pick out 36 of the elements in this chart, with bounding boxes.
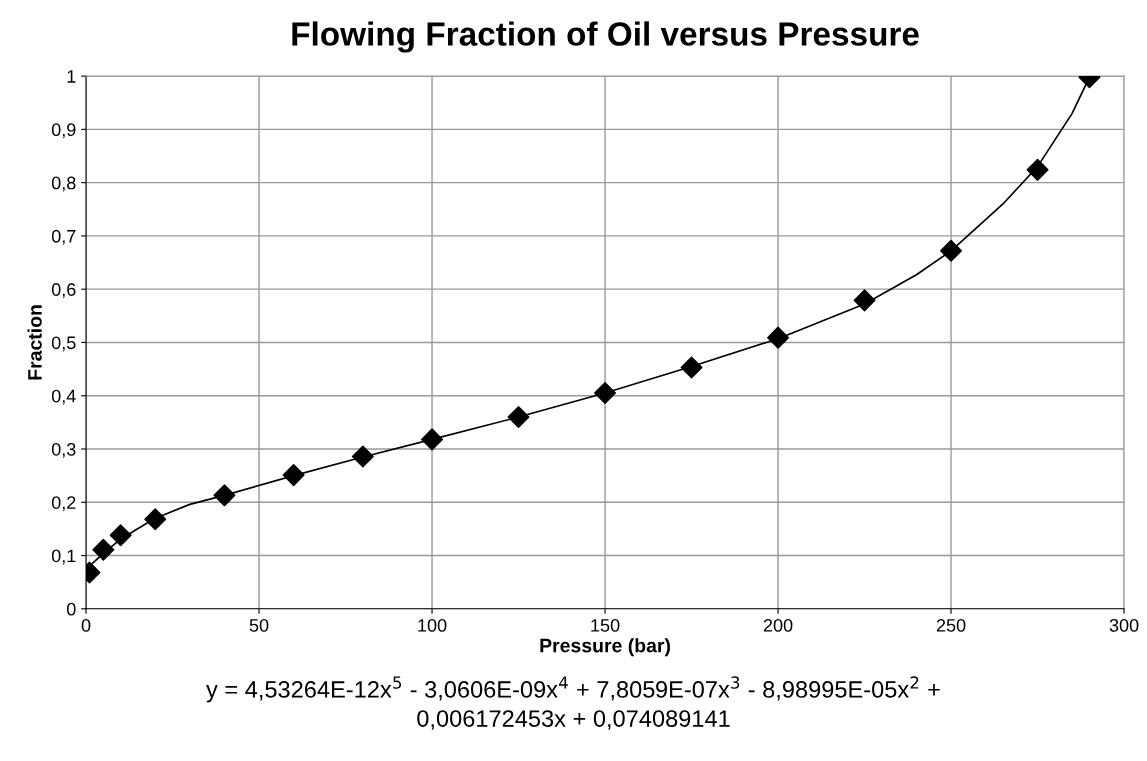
point (507, 406, 530, 429)
point (213, 484, 236, 507)
y-tick-label: 0,9 (51, 123, 76, 139)
point (421, 428, 444, 451)
chart-title: Flowing Fraction of Oil versus Pressure (292, 21, 919, 53)
y-tick-label: 0,2 (51, 496, 76, 512)
point (92, 538, 115, 561)
point (594, 382, 617, 405)
y-tick-label: 0,8 (51, 176, 76, 192)
point (109, 524, 132, 547)
x-tick-label: 250 (936, 619, 966, 632)
point (282, 464, 305, 487)
point (767, 326, 790, 349)
point (351, 445, 374, 468)
y-tick-label: 0,1 (51, 549, 76, 565)
point (940, 239, 963, 262)
y-tick-label: 0,7 (51, 229, 76, 245)
text: y = 4,53264E-12x$^{5}$ - 3,0606E-09x$^{4}$ + 7,8059E-07x$^{3}$ - 8,98995E-05x$^{2}$ + 0,006172453x + 0,074089141 (206, 676, 940, 730)
y-tick-label: 1 (67, 70, 76, 83)
point (1026, 158, 1049, 181)
x-tick-label: 200 (763, 619, 793, 632)
x-tick-label: 50 (249, 619, 269, 632)
x-axis-title: Pressure (bar) (540, 638, 670, 657)
y-tick-label: 0,4 (51, 389, 76, 405)
x-tick-label: 0 (81, 619, 91, 632)
x-tick-label: 100 (418, 619, 447, 632)
y-axis-title: Fraction (27, 305, 42, 380)
x-tick-label: 300 (1109, 619, 1139, 632)
point (680, 356, 703, 379)
point (144, 508, 167, 531)
y-tick-label: 0,6 (51, 283, 76, 299)
y-tick-label: 0,3 (51, 442, 76, 458)
x-tick-label: 150 (591, 619, 620, 632)
point (853, 289, 876, 312)
y-tick-label: 0,5 (51, 336, 76, 352)
y-tick-label: 0 (66, 602, 76, 616)
